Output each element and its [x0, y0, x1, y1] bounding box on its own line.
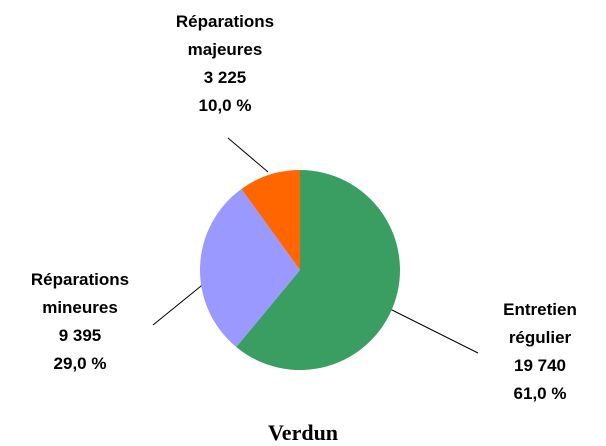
category-label: Réparations majeures — [175, 12, 275, 59]
percent-label: 61,0 % — [513, 384, 567, 403]
slice-label: Réparations majeures 3 225 10,0 % — [150, 8, 300, 120]
leader-line — [152, 281, 207, 326]
slice-label: Réparations mineures 9 395 29,0 % — [5, 266, 155, 378]
category-label: Réparations mineures — [30, 270, 130, 317]
percent-label: 29,0 % — [53, 354, 107, 373]
percent-label: 10,0 % — [198, 96, 252, 115]
chart-title: Verdun — [267, 420, 339, 445]
value-label: 3 225 — [203, 68, 247, 87]
value-label: 9 395 — [58, 326, 102, 345]
pie-slice — [236, 170, 400, 370]
pie-slice — [241, 170, 300, 270]
pie-slice — [199, 188, 300, 348]
leader-line — [387, 307, 479, 354]
leader-line — [227, 137, 269, 173]
value-label: 19 740 — [514, 356, 566, 375]
slice-label: Entretien régulier 19 740 61,0 % — [480, 296, 600, 408]
category-label: Entretien régulier — [503, 300, 577, 347]
